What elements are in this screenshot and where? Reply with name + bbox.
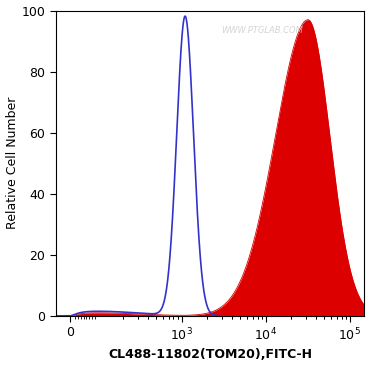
Y-axis label: Relative Cell Number: Relative Cell Number xyxy=(6,97,18,229)
Text: WWW.PTGLAB.COM: WWW.PTGLAB.COM xyxy=(222,26,303,35)
X-axis label: CL488-11802(TOM20),FITC-H: CL488-11802(TOM20),FITC-H xyxy=(108,348,312,361)
